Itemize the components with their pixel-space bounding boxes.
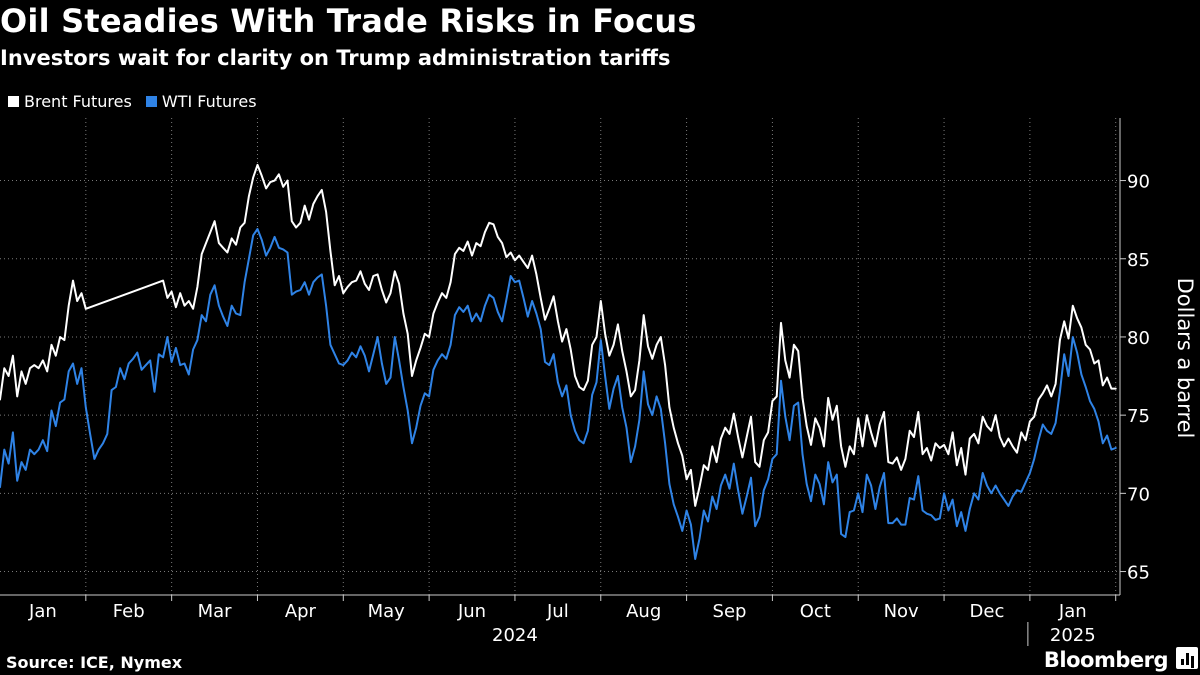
- legend-swatch-brent: [8, 96, 19, 107]
- legend-label-wti: WTI Futures: [161, 92, 257, 111]
- x-tick-label: Dec: [970, 601, 1005, 622]
- terminal-icon: [1176, 647, 1198, 669]
- axes: 65 70 75 80 85 90 Jan Feb Mar Apr May Jun Jul Aug Sep O…: [0, 118, 1150, 646]
- x-tick-label: Apr: [285, 601, 317, 622]
- x-tick-label: Sep: [713, 601, 747, 622]
- x-tick-label: Jan: [28, 601, 57, 622]
- legend: Brent Futures WTI Futures: [8, 92, 257, 111]
- legend-swatch-wti: [145, 96, 157, 107]
- x-tick-label: Jul: [546, 601, 569, 622]
- y-tick-label: 90: [1127, 172, 1150, 193]
- y-tick-label: 80: [1127, 328, 1150, 349]
- y-tick-label: 85: [1127, 250, 1150, 271]
- y-tick-label: 65: [1127, 563, 1150, 584]
- series-line-brent-futures: [0, 163, 1117, 507]
- x-tick-label: May: [368, 601, 406, 622]
- brand-logo: Bloomberg: [1043, 648, 1169, 672]
- legend-item-brent: Brent Futures: [8, 92, 132, 111]
- legend-item-wti: WTI Futures: [145, 92, 257, 111]
- x-tick-label: Oct: [800, 601, 831, 622]
- source-note: Source: ICE, Nymex: [6, 653, 183, 672]
- series-line-wti-futures: [0, 228, 1117, 560]
- x-tick-label: Nov: [884, 601, 919, 622]
- y-tick-label: 70: [1127, 484, 1150, 505]
- legend-label-brent: Brent Futures: [24, 92, 132, 111]
- series-group: [0, 163, 1117, 560]
- x-tick-label: Feb: [113, 601, 145, 622]
- year-label: 2025: [1050, 625, 1096, 646]
- x-tick-label: Jan: [1058, 601, 1087, 622]
- y-axis-label: Dollars a barrel: [1173, 278, 1197, 439]
- grid: [0, 118, 1120, 595]
- y-tick-label: 75: [1127, 406, 1150, 427]
- year-label: 2024: [492, 625, 538, 646]
- x-tick-label: Mar: [198, 601, 233, 622]
- x-tick-label: Jun: [457, 601, 486, 622]
- chart-title: Oil Steadies With Trade Risks in Focus: [0, 2, 697, 40]
- x-tick-label: Aug: [626, 601, 661, 622]
- chart-subtitle: Investors wait for clarity on Trump admi…: [0, 46, 671, 70]
